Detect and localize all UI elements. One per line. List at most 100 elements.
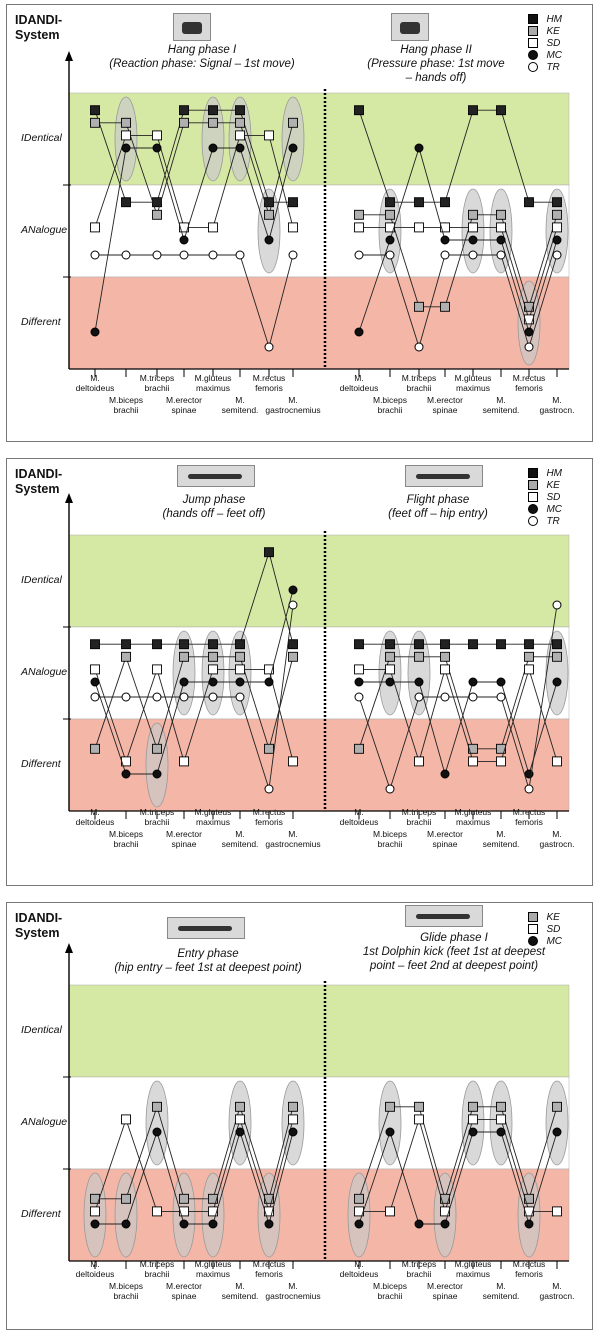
- agreement-ellipse: [172, 630, 196, 716]
- legend-item-sd: SD: [528, 923, 562, 935]
- series-line-mc: [358, 1130, 558, 1226]
- marker-ke: [414, 651, 424, 662]
- legend-symbol: [528, 62, 539, 72]
- marker-mc: [121, 143, 131, 153]
- legend-symbol: [528, 936, 539, 946]
- marker-tr: [264, 784, 274, 794]
- legend-label: TR: [546, 61, 560, 73]
- series-line-mc: [359, 681, 558, 776]
- series-line-ke: [94, 655, 294, 751]
- marker-ke: [152, 743, 162, 754]
- legend-symbol: [528, 26, 539, 36]
- marker-ke: [414, 1101, 424, 1112]
- marker-mc: [179, 677, 189, 687]
- phase-image-hang-1: [173, 13, 211, 41]
- muscle-label: M. deltoideus: [75, 807, 115, 827]
- agreement-ellipse: [281, 96, 305, 182]
- marker-ke: [288, 1101, 298, 1112]
- muscle-label: M. deltoideus: [75, 373, 115, 393]
- category-label-different: Different: [21, 316, 61, 328]
- legend-item-mc: MC: [528, 503, 562, 515]
- marker-ke: [552, 209, 562, 220]
- marker-mc: [288, 1127, 298, 1137]
- muscle-label: M.triceps brachii: [401, 807, 437, 827]
- marker-sd: [414, 756, 424, 767]
- legend: KE SD MC: [528, 911, 562, 947]
- muscle-label: M.biceps brachii: [372, 395, 407, 415]
- marker-sd: [235, 1114, 245, 1125]
- marker-sd: [440, 1206, 450, 1217]
- marker-hm: [440, 197, 450, 208]
- marker-tr: [552, 250, 562, 260]
- band-analogue: [68, 626, 570, 720]
- marker-sd: [414, 222, 424, 233]
- marker-sd: [208, 222, 218, 233]
- muscle-label: M.biceps brachii: [108, 829, 143, 849]
- series-line-tr: [358, 604, 558, 791]
- marker-hm: [288, 639, 298, 650]
- muscle-label: M. deltoideus: [339, 373, 379, 393]
- marker-sd: [179, 1206, 189, 1217]
- marker-sd: [524, 314, 534, 325]
- marker-ke: [354, 743, 364, 754]
- marker-hm: [440, 639, 450, 650]
- phase-image-jump: [177, 465, 255, 487]
- legend-label: KE: [546, 479, 560, 491]
- marker-sd: [152, 664, 162, 675]
- muscle-label: M. deltoideus: [75, 1259, 115, 1279]
- marker-sd: [354, 222, 364, 233]
- marker-ke: [208, 1193, 218, 1204]
- marker-sd: [264, 130, 274, 141]
- marker-mc: [552, 235, 562, 245]
- series-line-ke: [95, 1105, 294, 1201]
- marker-hm: [524, 639, 534, 650]
- band-different: [68, 718, 570, 812]
- y-axis-arrow: [65, 493, 73, 503]
- marker-mc: [552, 1127, 562, 1137]
- marker-sd: [524, 664, 534, 675]
- legend-symbol: [528, 38, 539, 48]
- muscle-label: M.rectus femoris: [512, 807, 546, 827]
- legend: HM KE SD MC TR: [528, 13, 562, 73]
- category-label-different: Different: [21, 758, 61, 770]
- muscle-label: M.erector spinae: [427, 395, 463, 415]
- marker-tr: [208, 692, 218, 702]
- category-label-identical: IDentical: [21, 574, 62, 586]
- marker-ke: [440, 651, 450, 662]
- marker-mc: [496, 235, 506, 245]
- series-line-mc: [94, 147, 294, 333]
- marker-tr: [235, 250, 245, 260]
- marker-sd: [552, 756, 562, 767]
- legend-label: SD: [546, 37, 561, 49]
- marker-mc: [354, 1219, 364, 1229]
- agreement-ellipse: [545, 1080, 569, 1166]
- marker-tr: [354, 250, 364, 260]
- marker-tr: [496, 692, 506, 702]
- muscle-label: M.gluteus maximus: [454, 373, 492, 393]
- phase-title-left: Entry phase (hip entry – feet 1st at dee…: [114, 948, 302, 974]
- idandi-panel-1: IDANDI- System Hang phase I (Reaction ph…: [6, 4, 593, 442]
- marker-ke: [385, 651, 395, 662]
- legend-label: HM: [546, 13, 562, 25]
- muscle-label: M. gastrocn.: [539, 395, 575, 415]
- marker-sd: [440, 664, 450, 675]
- marker-ke: [208, 651, 218, 662]
- marker-ke: [552, 651, 562, 662]
- phase-title-left: Hang phase I (Reaction phase: Signal – 1…: [109, 44, 295, 70]
- marker-sd: [496, 1114, 506, 1125]
- muscle-label: M.erector spinae: [166, 829, 202, 849]
- marker-sd: [179, 756, 189, 767]
- marker-mc: [440, 1219, 450, 1229]
- marker-hm: [552, 639, 562, 650]
- idandi-panel-2: IDANDI- System Jump phase (hands off – f…: [6, 458, 593, 886]
- muscle-label: M. semitend.: [482, 395, 520, 415]
- marker-ke: [121, 1193, 131, 1204]
- marker-sd: [152, 130, 162, 141]
- marker-mc: [385, 235, 395, 245]
- muscle-label: M. gastrocnemius: [265, 829, 321, 849]
- marker-tr: [468, 692, 478, 702]
- legend-symbol: [528, 14, 539, 24]
- marker-mc: [414, 143, 424, 153]
- muscle-label: M. semitend.: [482, 829, 520, 849]
- marker-mc: [440, 769, 450, 779]
